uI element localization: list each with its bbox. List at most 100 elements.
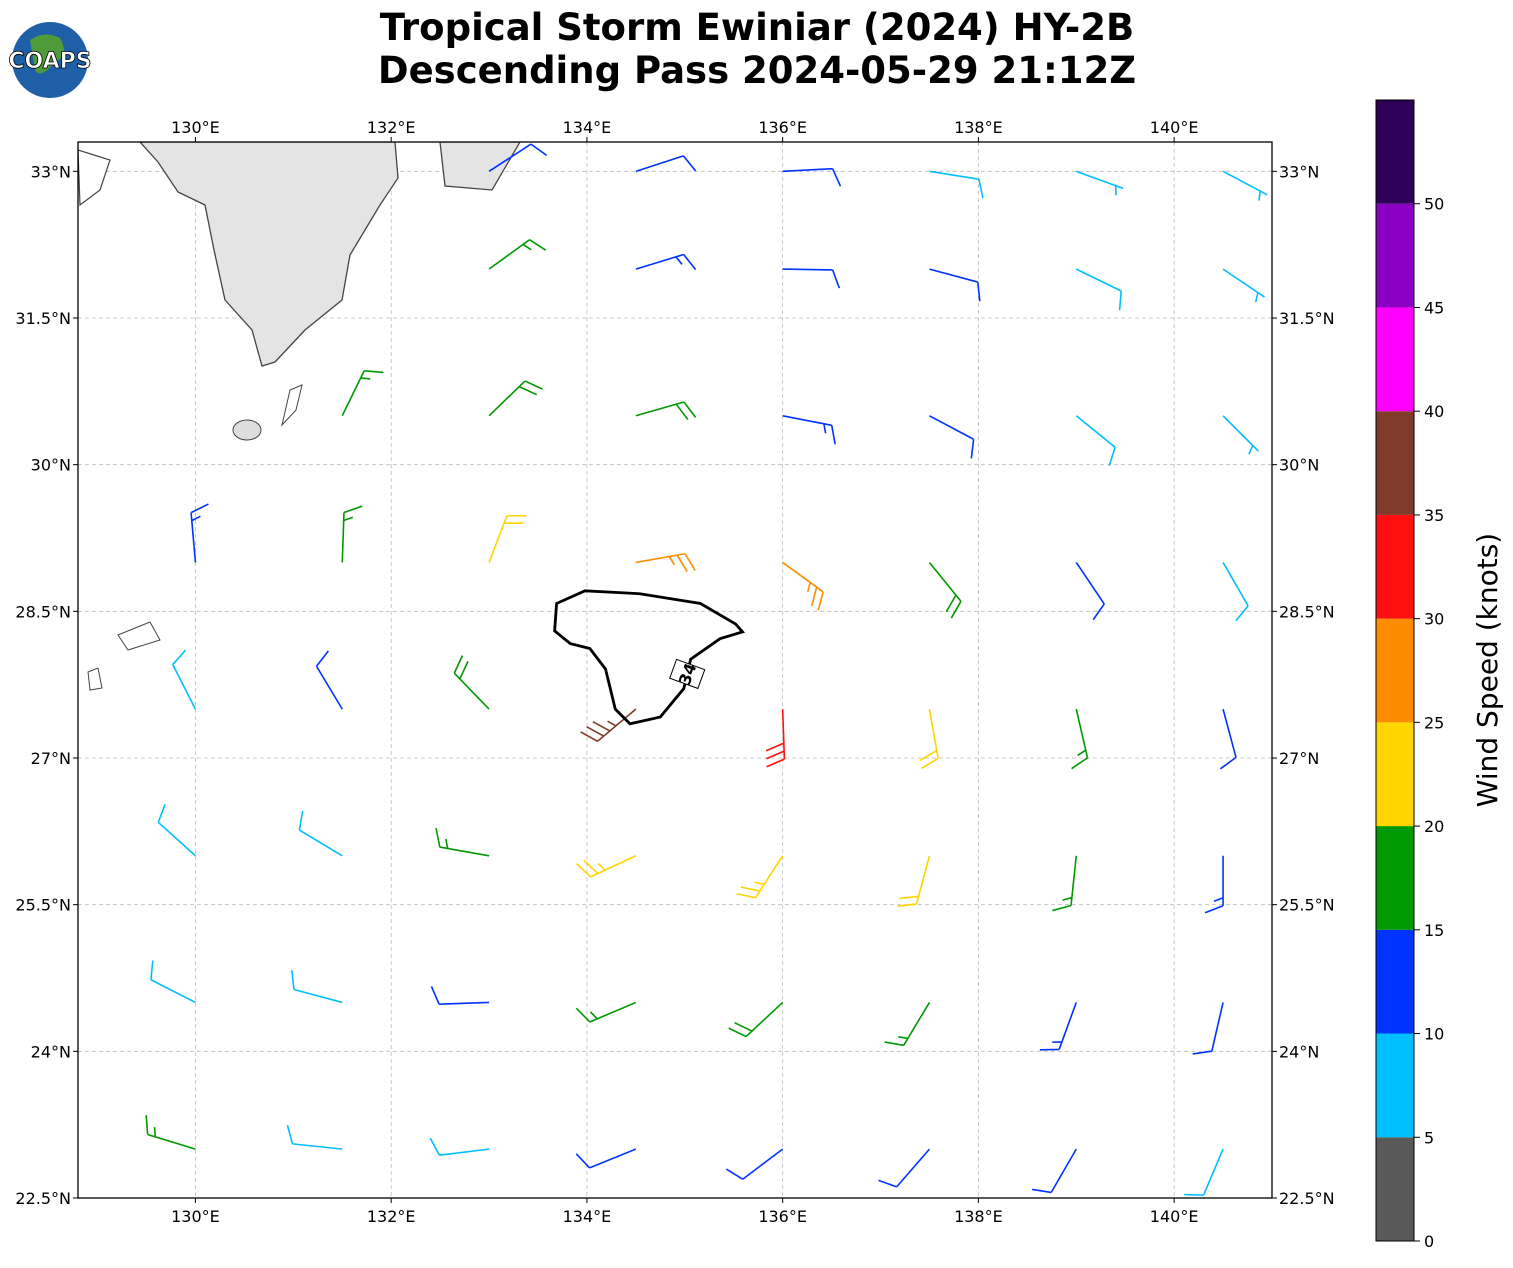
shikoku (439, 142, 521, 191)
wind-barb (1075, 415, 1116, 466)
colorbar-tick-label: 10 (1424, 1025, 1444, 1044)
wind-barb (190, 503, 209, 563)
y-tick-label: 31.5°N (15, 309, 71, 328)
y-tick-label: 27°N (31, 749, 71, 768)
colorbar-segment (1376, 722, 1414, 827)
wind-barb (929, 170, 984, 199)
axes: 130°E 130°E 132°E 132°E 134°E 134°E 136°E 136°E… (15, 118, 1334, 1226)
y-tick-label: 22.5°N (1279, 1189, 1335, 1208)
x-tick-label: 132°E (367, 1207, 416, 1226)
wind-barb (575, 1148, 637, 1169)
wind-barb (298, 810, 343, 857)
wind-barb (1071, 708, 1089, 770)
wind-barb (782, 561, 824, 611)
y-tick-label: 24°N (1279, 1042, 1319, 1061)
colorbar-tick-label: 30 (1424, 610, 1444, 629)
wind-barb (580, 708, 637, 742)
island (281, 384, 303, 427)
x-tick-label: 134°E (563, 118, 612, 137)
wind-barb (765, 709, 786, 768)
colorbar-tick-label: 5 (1424, 1128, 1434, 1147)
colorbar-tick-label: 50 (1424, 195, 1444, 214)
colorbar: 0 5 10 15 20 25 30 35 40 45 50 (1375, 99, 1444, 1251)
wind-barb (1075, 561, 1105, 621)
wind-barb (488, 380, 543, 417)
y-tick-label: 27°N (1279, 749, 1319, 768)
kyushu (139, 142, 399, 367)
wind-barb (576, 855, 637, 878)
x-tick-label: 132°E (367, 118, 416, 137)
grid (78, 142, 1272, 1199)
y-tick-label: 24°N (31, 1042, 71, 1061)
wind-barb (635, 253, 697, 271)
wind-barb (488, 239, 547, 270)
wind-barb (782, 414, 836, 445)
x-tick-label: 140°E (1150, 1207, 1199, 1226)
wind-barb (453, 655, 490, 710)
y-tick-label: 25.5°N (15, 896, 71, 915)
contour: 34 (553, 589, 746, 726)
colorbar-label: Wind Speed (knots) (1471, 533, 1504, 807)
x-tick-label: 130°E (171, 118, 220, 137)
wind-barb (1039, 1002, 1078, 1051)
logo-text: COAPS (8, 49, 91, 74)
wind-barb (1052, 855, 1078, 912)
colorbar-tick-label: 40 (1424, 402, 1444, 421)
x-tick-label: 136°E (758, 118, 807, 137)
x-tick-label: 138°E (954, 1207, 1003, 1226)
wind-barb (291, 970, 343, 1004)
wind-barb (897, 855, 931, 907)
wind-barb (172, 649, 197, 710)
x-tick-label: 136°E (758, 1207, 807, 1226)
contour-line (553, 589, 746, 726)
wind-barb (157, 803, 196, 857)
y-tick-label: 33°N (31, 162, 71, 181)
wind-barb (884, 1002, 931, 1047)
logo: COAPS (8, 22, 92, 98)
wind-barb (1184, 1148, 1224, 1196)
island (87, 667, 103, 691)
wind-barb (782, 167, 842, 187)
colorbar-frame (1375, 99, 1415, 1242)
colorbar-tick-label: 45 (1424, 298, 1444, 317)
wind-barb (728, 1001, 784, 1038)
wind-barb (488, 143, 548, 173)
colorbar-segment (1376, 1137, 1414, 1241)
wind-barb (929, 268, 981, 302)
colorbar-tick-label: 20 (1424, 817, 1444, 836)
wind-barb (1219, 708, 1237, 770)
wind-barbs (145, 143, 1268, 1196)
chart-title: Tropical Storm Ewiniar (2024) HY-2B (380, 6, 1134, 49)
wind-barb (635, 401, 697, 421)
colorbar-segment (1376, 826, 1414, 930)
wind-barb (725, 1148, 784, 1180)
wind-barb (150, 960, 196, 1004)
wind-barb (878, 1148, 931, 1188)
colorbar-segment (1376, 929, 1414, 1034)
colorbar-tick-label: 15 (1424, 921, 1444, 940)
y-tick-label: 31.5°N (1279, 309, 1335, 328)
wind-barb (782, 268, 841, 289)
y-tick-label: 22.5°N (15, 1189, 71, 1208)
colorbar-segment (1376, 100, 1414, 204)
y-tick-label: 28.5°N (15, 602, 71, 621)
wind-barb (1192, 1002, 1224, 1055)
wind-barb (341, 505, 363, 563)
coast (78, 149, 111, 207)
wind-barb (575, 1001, 637, 1023)
wind-barb (1222, 268, 1265, 303)
wind-barb (1075, 170, 1124, 196)
island (232, 419, 262, 441)
wind-barb (1204, 855, 1224, 914)
wind-barb (435, 827, 490, 857)
logo-land (30, 34, 64, 74)
wind-barb (1222, 170, 1268, 201)
wind-barb (919, 708, 939, 770)
y-tick-label: 28.5°N (1279, 602, 1335, 621)
wind-barb (341, 370, 384, 417)
contour-label-box (669, 658, 706, 690)
colorbar-segment (1376, 203, 1414, 308)
colorbar-tick-label: 0 (1424, 1232, 1434, 1251)
wind-barb (736, 855, 784, 899)
